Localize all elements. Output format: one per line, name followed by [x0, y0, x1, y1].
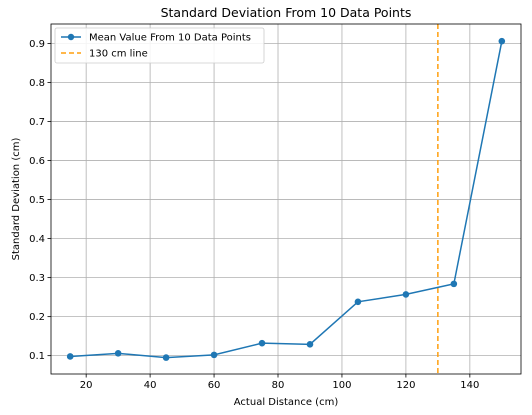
y-axis-ticks: 0.1 0.2 0.3 0.4 0.5 0.6 0.7 0.8 0.9: [29, 39, 51, 362]
series-line: [70, 41, 503, 359]
x-tick-label: 80: [272, 380, 285, 391]
data-point: [210, 351, 218, 359]
x-tick-label: 40: [144, 380, 157, 391]
data-point: [258, 339, 266, 347]
legend-label-130cm: 130 cm line: [89, 49, 148, 60]
series-group: [66, 37, 506, 361]
plot-area-frame: [50, 23, 522, 375]
data-point: [66, 353, 74, 360]
data-point: [114, 350, 122, 357]
x-tick-label: 20: [80, 380, 93, 391]
legend: Mean Value From 10 Data Points 130 cm li…: [54, 27, 265, 64]
data-point: [162, 354, 170, 361]
x-axis-ticks: 20 40 60 80 100 120 140: [80, 374, 479, 391]
x-axis-label: Actual Distance (cm): [234, 397, 339, 408]
y-tick-label: 0.5: [29, 195, 45, 206]
y-tick-label: 0.8: [29, 78, 45, 89]
data-point: [402, 291, 410, 298]
x-tick-label: 100: [332, 380, 351, 391]
x-tick-label: 60: [208, 380, 221, 391]
y-tick-label: 0.4: [29, 234, 45, 245]
data-point: [354, 298, 362, 306]
y-tick-label: 0.2: [29, 312, 45, 323]
data-point: [306, 341, 314, 348]
y-tick-label: 0.7: [29, 117, 45, 128]
data-point: [498, 37, 506, 45]
y-tick-label: 0.3: [29, 273, 45, 284]
legend-box: [54, 27, 265, 64]
legend-marker-dot: [67, 33, 75, 41]
legend-label-mean: Mean Value From 10 Data Points: [89, 33, 251, 44]
x-tick-label: 120: [396, 380, 415, 391]
y-tick-label: 0.1: [29, 351, 45, 362]
chart-title: Standard Deviation From 10 Data Points: [161, 5, 412, 20]
data-point: [450, 280, 458, 288]
y-tick-label: 0.9: [29, 39, 45, 50]
y-axis-label: Standard Deviation (cm): [11, 138, 22, 261]
y-tick-label: 0.6: [29, 156, 45, 167]
x-tick-label: 140: [460, 380, 479, 391]
grid: [51, 24, 521, 374]
